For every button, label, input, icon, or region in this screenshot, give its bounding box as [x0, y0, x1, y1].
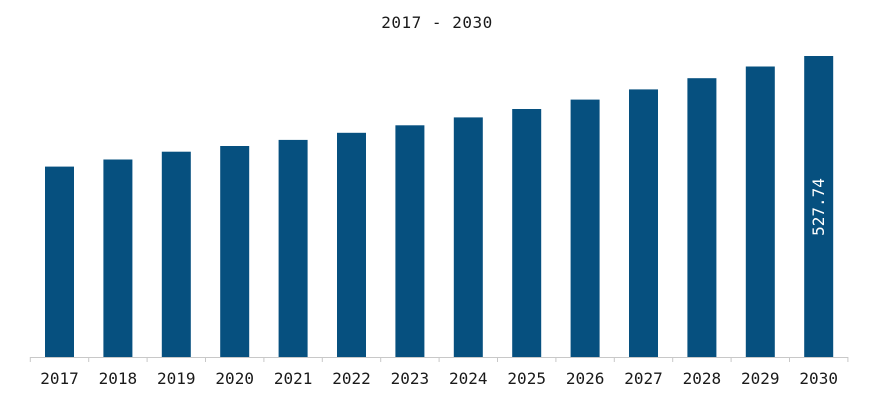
bar-2024: [453, 117, 483, 358]
x-tick-label-2019: 2019: [157, 369, 196, 388]
bar-2022: [337, 132, 366, 357]
bar-2021: [278, 139, 308, 357]
bar-2030: [804, 56, 834, 357]
bar-2027: [629, 89, 658, 358]
bar-2020: [220, 146, 250, 357]
x-tick-label-2030: 2030: [799, 369, 838, 388]
x-tick-label-2021: 2021: [274, 369, 313, 388]
x-tick-label-2023: 2023: [391, 369, 430, 388]
data-label-2030: 527.74: [809, 178, 828, 236]
bar-2017: [45, 166, 74, 357]
bar-2019: [161, 151, 191, 357]
chart-title: 2017 - 2030: [381, 13, 493, 32]
x-tick-label-2017: 2017: [40, 369, 79, 388]
x-tick-label-2026: 2026: [566, 369, 605, 388]
x-tick-label-2024: 2024: [449, 369, 488, 388]
bar-2026: [570, 99, 600, 357]
x-tick-label-2018: 2018: [99, 369, 138, 388]
bar-2028: [687, 78, 717, 357]
x-tick-label-2028: 2028: [683, 369, 722, 388]
x-tick-label-2029: 2029: [741, 369, 780, 388]
x-tick-label-2025: 2025: [507, 369, 546, 388]
bar-2023: [395, 125, 425, 357]
x-tick-label-2020: 2020: [215, 369, 254, 388]
bar-2025: [512, 109, 542, 357]
bar-2018: [103, 159, 133, 357]
x-tick-label-2022: 2022: [332, 369, 371, 388]
bar-2029: [745, 66, 775, 357]
x-tick-label-2027: 2027: [624, 369, 663, 388]
